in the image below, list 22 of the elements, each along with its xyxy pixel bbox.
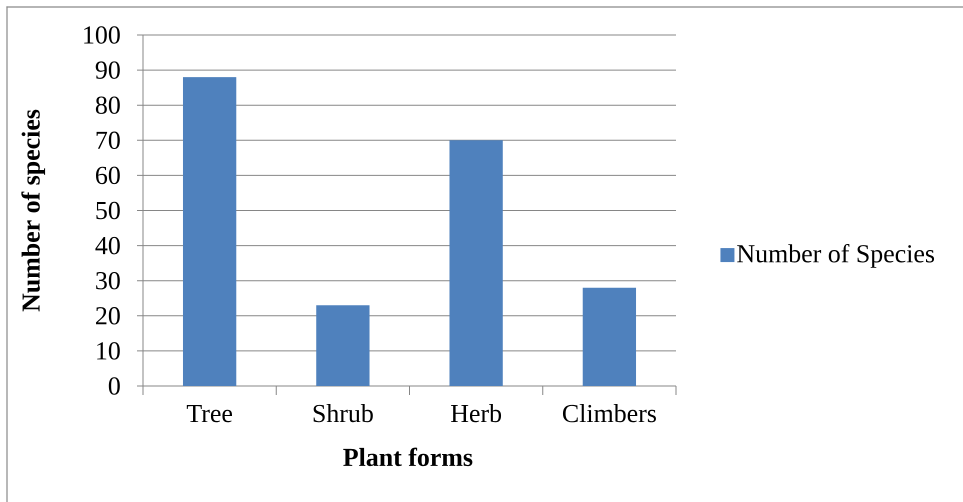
y-tick-label: 50 <box>96 202 120 220</box>
x-tick-label: Herb <box>450 404 502 422</box>
x-tick-label: Shrub <box>314 404 373 422</box>
y-tick-label: 20 <box>96 307 120 325</box>
y-tick-label: 90 <box>96 61 120 79</box>
legend-label: Number of Species <box>737 244 934 268</box>
y-tick-label: 80 <box>96 96 120 114</box>
y-tick-label: 10 <box>97 342 120 360</box>
y-tick-label: 30 <box>96 272 120 290</box>
bar <box>449 140 503 386</box>
y-tick-label: 60 <box>96 166 120 184</box>
x-tick-label: Climbers <box>562 404 656 422</box>
y-tick-label: 100 <box>84 26 120 44</box>
bar <box>316 305 370 386</box>
x-axis-title: Plant forms <box>343 448 472 466</box>
y-tick-label: 0 <box>108 377 120 395</box>
bar <box>582 288 636 386</box>
y-axis-title: Number of species <box>21 110 46 312</box>
x-tick-label: Tree <box>186 405 232 422</box>
y-tick-label: 70 <box>96 132 120 150</box>
bar <box>182 77 236 386</box>
y-tick-label: 40 <box>95 236 120 254</box>
